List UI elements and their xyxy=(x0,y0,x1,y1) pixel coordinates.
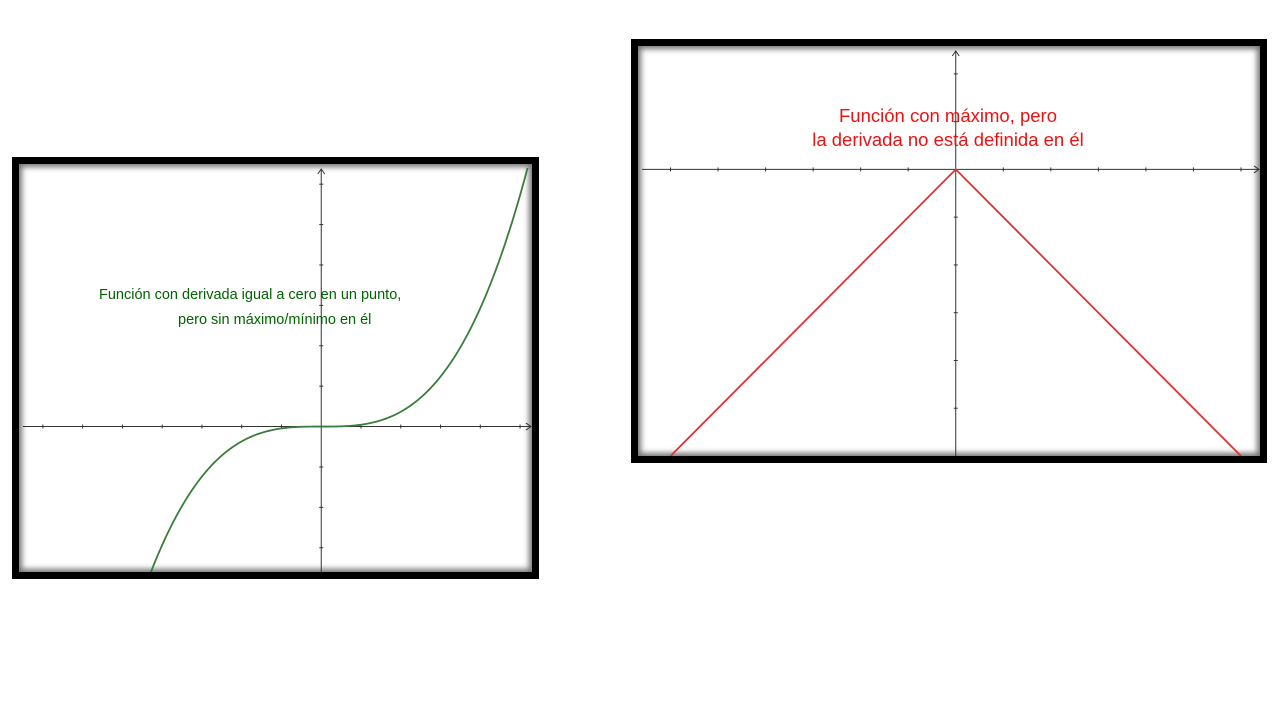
absolute-value-graph-panel: Función con máximo, pero la derivada no … xyxy=(638,46,1260,456)
abs-axis-ticks xyxy=(670,73,1242,409)
abs-y-axis-arrow xyxy=(951,50,960,57)
abs-annotation-line-2: la derivada no está definida en él xyxy=(812,129,1084,150)
abs-axes xyxy=(642,50,1260,456)
absolute-value-plot: Función con máximo, pero la derivada no … xyxy=(642,50,1260,456)
cubic-function-plot: Función con derivada igual a cero en un … xyxy=(23,168,532,572)
abs-annotation-line-1: Función con máximo, pero xyxy=(839,105,1057,126)
cubic-function-graph-panel: Función con derivada igual a cero en un … xyxy=(19,164,532,572)
cubic-annotation-line-1: Función con derivada igual a cero en un … xyxy=(99,287,401,303)
abs-curve-line xyxy=(669,168,1242,456)
cubic-function-graph-frame: Función con derivada igual a cero en un … xyxy=(12,157,539,579)
abs-x-axis-arrow xyxy=(1253,165,1260,174)
cubic-x-axis-arrow xyxy=(525,422,532,431)
cubic-y-axis-arrow xyxy=(317,168,326,175)
cubic-curve-line xyxy=(149,168,529,572)
cubic-annotation-line-2: pero sin máximo/mínimo en él xyxy=(178,312,371,328)
absolute-value-graph-frame: Función con máximo, pero la derivada no … xyxy=(631,39,1267,463)
cubic-axes xyxy=(23,168,532,572)
